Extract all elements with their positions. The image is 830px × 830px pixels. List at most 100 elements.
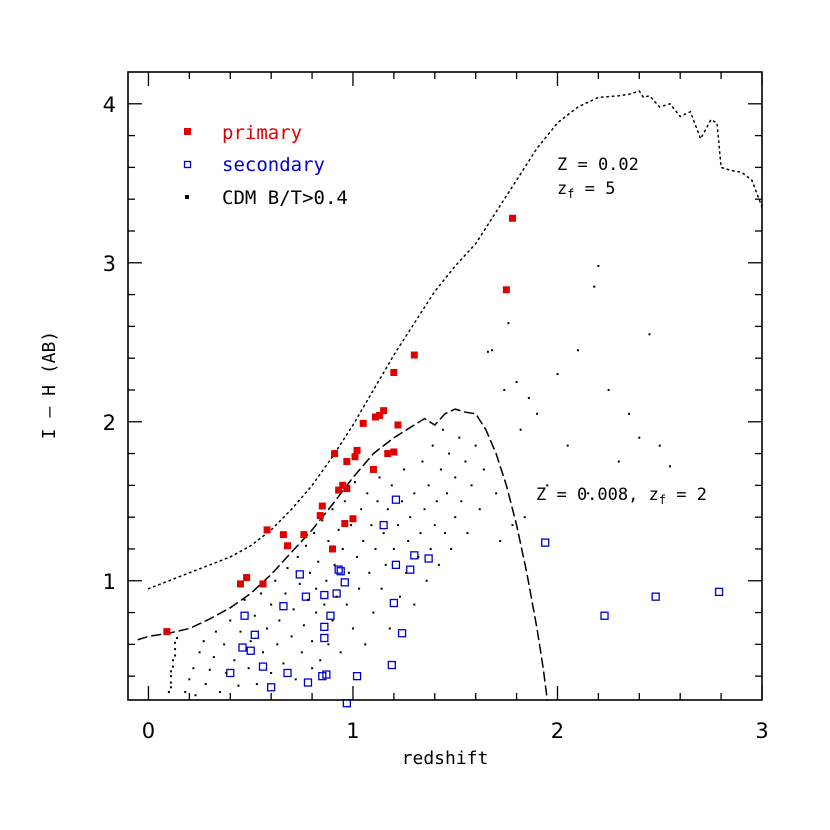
cdm-point (380, 587, 383, 590)
cdm-point (169, 681, 172, 684)
secondary-point (322, 670, 331, 679)
cdm-point (223, 643, 226, 646)
cdm-point (229, 619, 232, 622)
data-points (163, 214, 724, 708)
cdm-point (474, 444, 477, 447)
cdm-point (648, 333, 651, 336)
cdm-point (593, 285, 596, 288)
secondary-point (279, 602, 288, 611)
cdm-point (423, 508, 426, 511)
secondary-point (267, 683, 276, 692)
secondary-point (295, 570, 304, 579)
cdm-point (499, 540, 502, 543)
cdm-point (464, 460, 467, 463)
secondary-point (600, 611, 609, 620)
legend-marker-secondary (183, 160, 192, 169)
cdm-point (356, 555, 359, 558)
primary-point (390, 368, 398, 376)
primary-point (351, 453, 359, 461)
cdm-point (341, 547, 344, 550)
cdm-point (276, 643, 279, 646)
secondary-point (387, 660, 396, 670)
model-curves (137, 90, 763, 701)
cdm-point (278, 619, 281, 622)
primary-point (502, 286, 510, 294)
curve-annotations: Z = 0.02 zf = 5 Z = 0.008, zf = 2 (536, 155, 707, 507)
cdm-point (327, 540, 330, 543)
secondary-point (320, 633, 329, 643)
cdm-point (171, 659, 174, 662)
cdm-point (347, 571, 350, 574)
cdm-point (507, 322, 510, 325)
legend: primary secondary CDM B/T>0.4 (183, 122, 348, 209)
secondary-point (246, 646, 255, 655)
cdm-point (482, 468, 485, 471)
cdm-point (413, 492, 416, 495)
cdm-point (364, 643, 367, 646)
cdm-point (372, 611, 375, 614)
legend-label-primary: primary (222, 122, 302, 144)
secondary-point (258, 662, 268, 671)
x-tick-label: 0 (142, 719, 155, 743)
legend-marker-primary (184, 128, 191, 135)
cdm-point (284, 592, 287, 595)
cdm-point (409, 516, 412, 519)
secondary-point (541, 538, 550, 547)
annotation-z002: Z = 0.02 (557, 155, 639, 175)
primary-point (390, 448, 398, 456)
cdm-point (214, 630, 217, 633)
cdm-point (491, 349, 494, 352)
cdm-point (382, 532, 385, 535)
secondary-point (379, 520, 388, 530)
cdm-point (296, 555, 299, 558)
cdm-point (495, 492, 498, 495)
cdm-point (448, 452, 451, 455)
secondary-point (342, 699, 351, 708)
cdm-point (192, 667, 195, 670)
cdm-point (270, 603, 273, 606)
cdm-point (429, 547, 432, 550)
cdm-point (315, 587, 318, 590)
cdm-point (478, 508, 481, 511)
x-tick-labels: 0 1 2 3 (142, 719, 769, 743)
y-axis-label: I – H (AB) (39, 331, 60, 439)
cdm-point (335, 595, 338, 598)
cdm-point (274, 579, 277, 582)
y-tick-labels: 1 2 3 4 (103, 93, 116, 594)
cdm-point (399, 595, 402, 598)
cdm-point (638, 436, 641, 439)
cdm-point (255, 683, 258, 686)
annotation-zf5-main: z (557, 179, 567, 199)
cdm-point (658, 444, 661, 447)
primary-point (394, 421, 402, 429)
primary-point (279, 531, 287, 539)
cdm-point (376, 500, 379, 503)
secondary-point (389, 598, 399, 608)
cdm-point (446, 492, 449, 495)
primary-point (369, 465, 377, 473)
cdm-point (503, 388, 506, 391)
cdm-point (239, 630, 242, 633)
cdm-point (174, 648, 177, 651)
cdm-point (176, 636, 179, 639)
cdm-point (184, 691, 187, 694)
secondary-point (250, 630, 259, 639)
cdm-point (407, 540, 410, 543)
cdm-point (309, 571, 312, 574)
primary-point (341, 520, 349, 528)
cdm-point (169, 670, 172, 673)
cdm-point (270, 671, 273, 674)
legend-marker-cdm (185, 195, 189, 199)
annotation-z0008-rest: = 2 (666, 485, 707, 505)
cdm-point (597, 264, 600, 267)
cdm-point (587, 492, 590, 495)
primary-point (329, 545, 337, 553)
cdm-point (313, 532, 316, 535)
cdm-point (319, 659, 322, 662)
cdm-point (486, 350, 489, 353)
primary-point (236, 580, 244, 588)
cdm-point (460, 500, 463, 503)
cdm-point (374, 547, 377, 550)
cdm-point (360, 508, 363, 511)
